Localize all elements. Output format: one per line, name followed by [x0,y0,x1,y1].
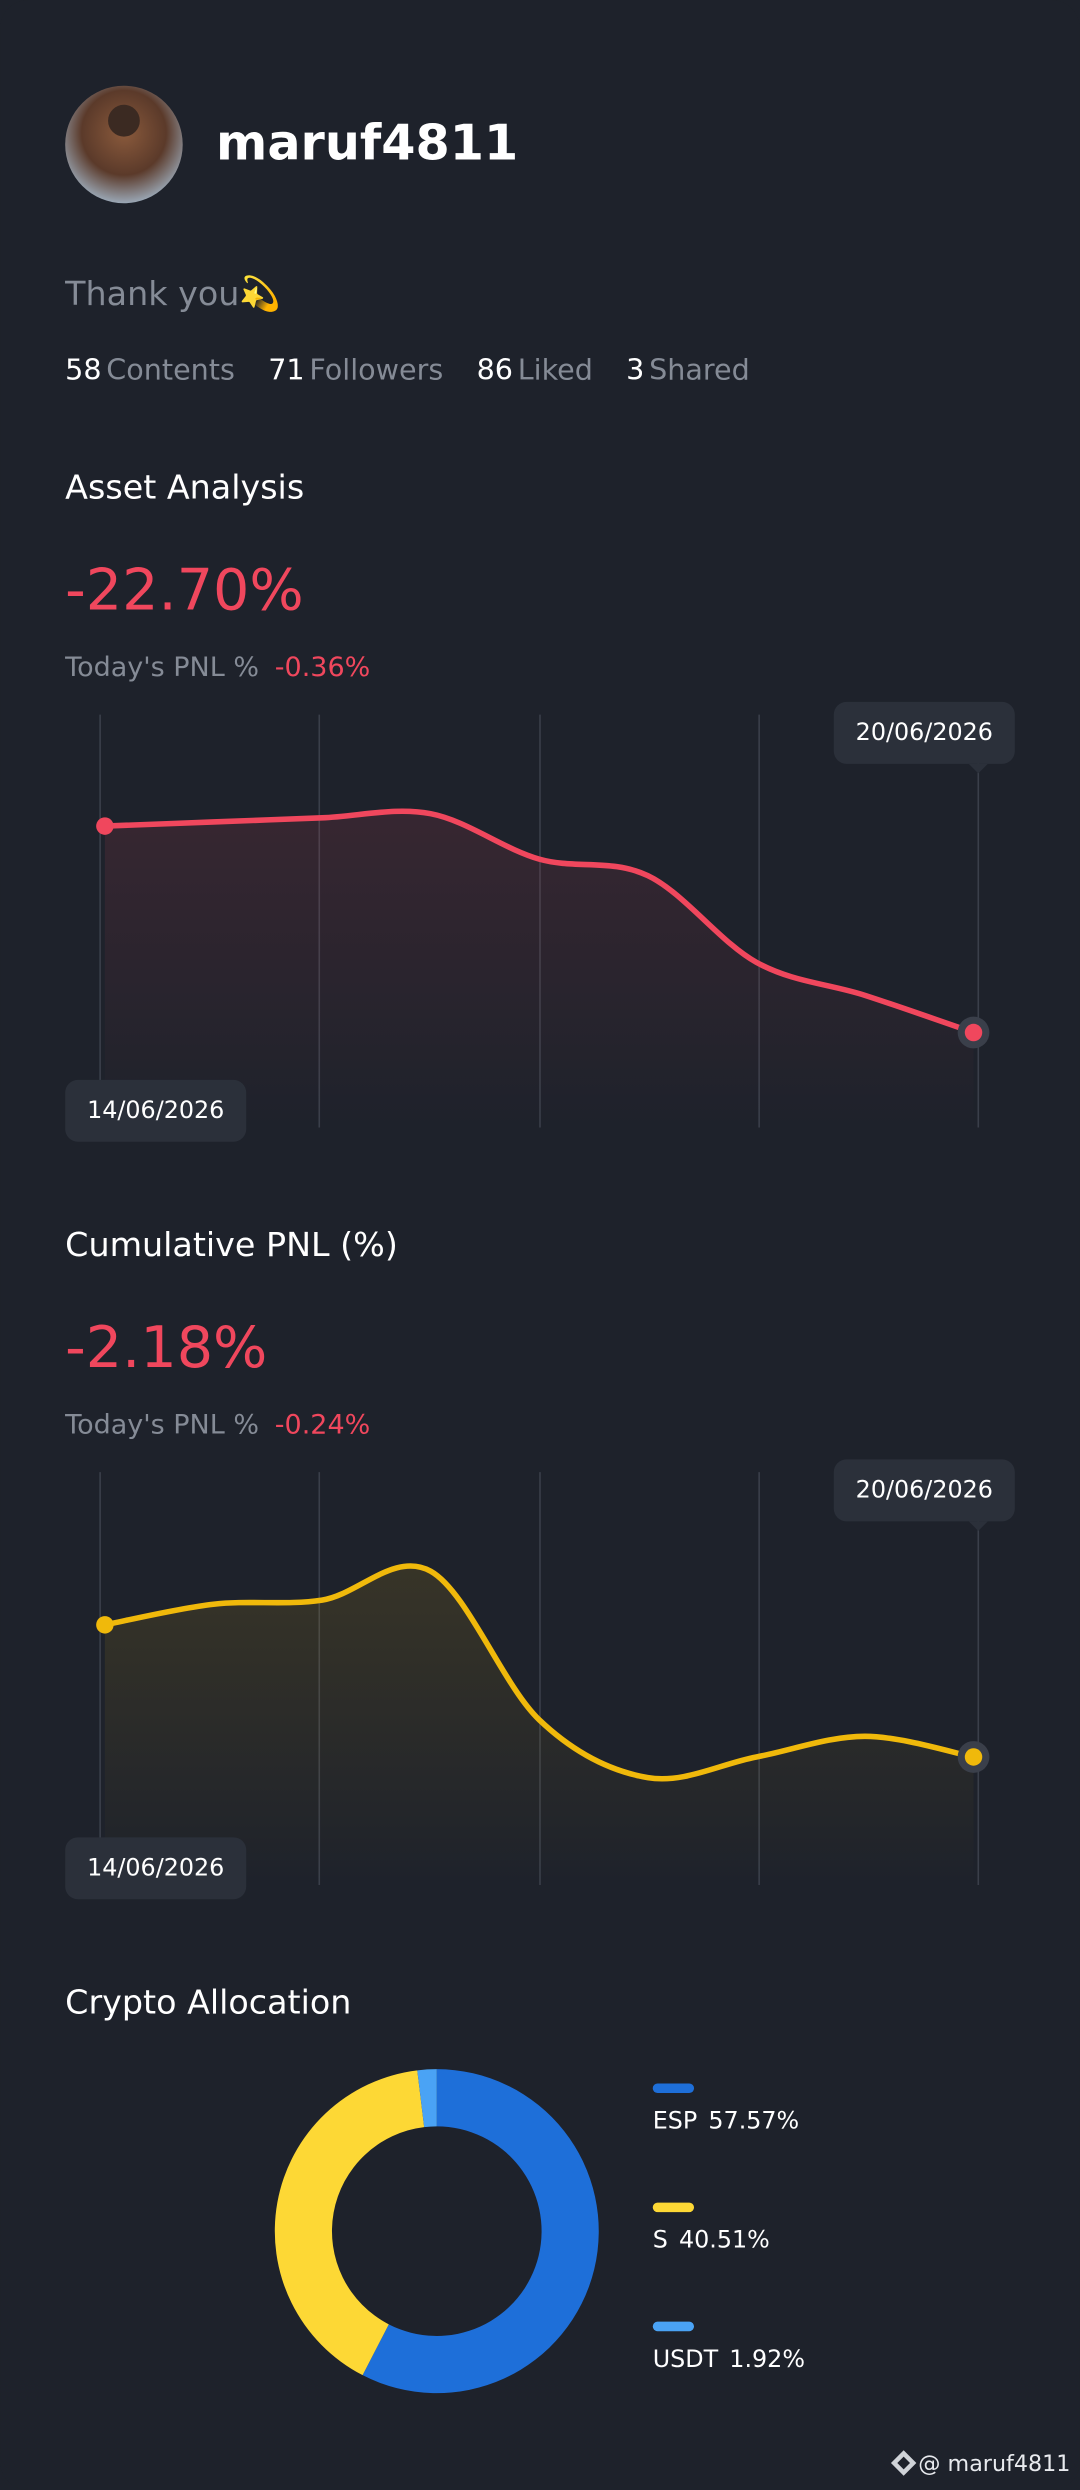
section-title: Crypto Allocation [65,1983,351,2022]
asset-analysis: Asset Analysis -22.70% Today's PNL % -0.36%… [64,468,1015,1142]
legend-swatch [652,2083,695,2093]
section-value: -22.70% [65,558,304,624]
stats: 58 Contents 71 Followers 86 Liked 3 Shared [65,353,750,387]
watermark: @ maruf4811 [890,2450,1070,2477]
username: maruf4811 [216,114,518,172]
avatar[interactable] [65,85,183,204]
date-start: 14/06/2026 [87,1096,224,1124]
stat-value: 3 [626,353,644,387]
legend-text: ESP 57.57% [653,2106,799,2134]
stat-label: Followers [309,353,443,387]
area [104,1565,974,1885]
watermark-icon [890,2450,917,2476]
line [104,808,975,1036]
donut-segment [274,2070,425,2376]
bio: Thank you💫 [64,274,281,315]
line [104,1563,975,1782]
date-end: 20/06/2026 [856,1476,993,1504]
avatar-head [108,104,140,137]
legend-name: ESP [653,2106,698,2134]
pnl-label: Today's PNL % [64,1410,259,1441]
legend-text: S 40.51% [653,2225,770,2253]
date-tooltip [833,1459,1015,1522]
legend-value: 57.57% [708,2106,799,2134]
legend-text: USDT 1.92% [653,2344,805,2372]
donut-segment [362,2069,599,2394]
pnl-value: -0.24% [275,1410,370,1441]
donut-segment [417,2069,437,2128]
legend-swatch [652,2321,695,2332]
pnl-value: -0.36% [275,652,370,683]
section-value: -2.18% [65,1315,267,1381]
tooltip-pointer [968,763,988,774]
pnl-label: Today's PNL % [64,652,259,683]
stat-value: 86 [477,353,513,387]
legend-name: USDT [653,2344,719,2372]
date-tooltip [65,1837,247,1900]
point-start [96,1616,114,1634]
legend-swatch [652,2202,695,2213]
section-title: Cumulative PNL (%) [65,1225,398,1264]
date-tooltip [833,701,1015,764]
stats-text: 58 Contents 71 Followers 86 Liked 3 Shared [65,353,750,387]
section-title: Asset Analysis [65,468,304,507]
point-end [964,1748,983,1766]
date-tooltip [65,1079,247,1142]
crypto-allocation: Crypto Allocation ESP 57.57% S 40.51% USDT 1.9… [65,1983,805,2394]
date-start: 14/06/2026 [87,1854,224,1882]
stat-label: Shared [649,353,750,387]
area [104,811,974,1128]
cumulative-pnl: Cumulative PNL (%) -2.18% Today's PNL % -0.… [64,1225,1015,1900]
stat-value: 58 [65,353,101,387]
stat-label: Liked [518,353,593,387]
point-start [96,817,114,835]
watermark-text: @ maruf4811 [918,2451,1070,2477]
stat-value: 71 [268,353,304,387]
tooltip-pointer [968,1521,988,1531]
legend-value: 1.92% [729,2344,805,2372]
point-end [964,1023,983,1042]
legend-name: S [653,2225,668,2253]
legend-value: 40.51% [679,2225,770,2253]
date-end: 20/06/2026 [856,718,993,746]
stat-label: Contents [106,353,235,387]
